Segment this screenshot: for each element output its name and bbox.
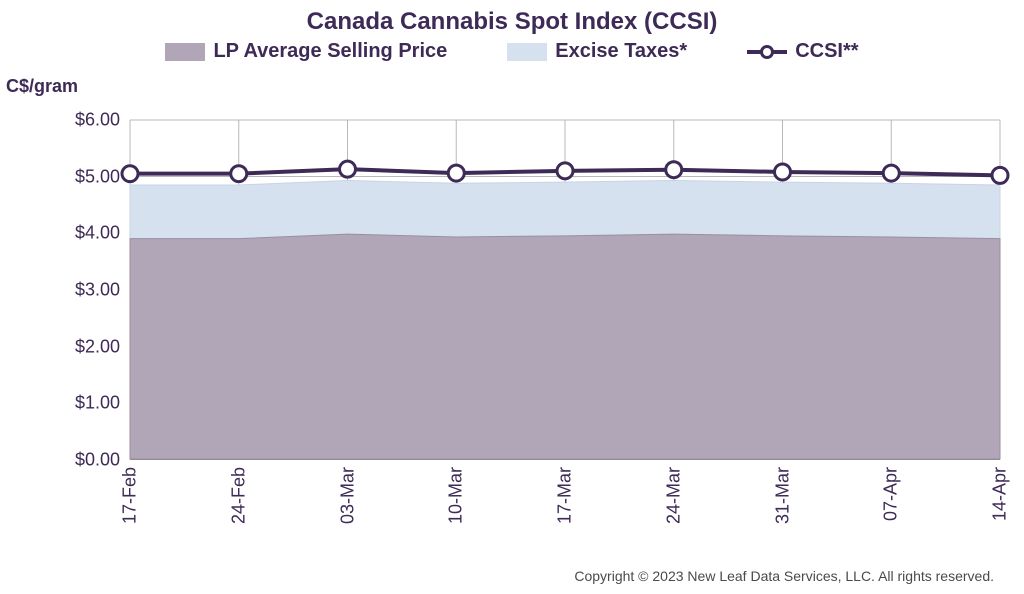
y-axis-label: C$/gram (6, 76, 78, 97)
plot-svg (130, 120, 1000, 459)
legend-swatch-excise (507, 43, 547, 61)
xtick-label: 10-Mar (446, 467, 467, 524)
xtick-label: 07-Apr (881, 467, 902, 521)
xtick-label: 24-Feb (228, 467, 249, 524)
legend-label-ccsi: CCSI** (795, 40, 858, 63)
legend-item-excise: Excise Taxes* (507, 40, 687, 63)
chart-container: Canada Cannabis Spot Index (CCSI) LP Ave… (0, 0, 1024, 594)
ytick-label: $4.00 (75, 223, 120, 244)
xtick-label: 14-Apr (990, 467, 1011, 521)
ytick-label: $0.00 (75, 450, 120, 471)
plot-area: $0.00$1.00$2.00$3.00$4.00$5.00$6.0017-Fe… (130, 120, 1000, 460)
xtick-label: 31-Mar (772, 467, 793, 524)
xtick-label: 24-Mar (663, 467, 684, 524)
ytick-label: $6.00 (75, 110, 120, 131)
chart-title: Canada Cannabis Spot Index (CCSI) (0, 8, 1024, 36)
ytick-label: $5.00 (75, 166, 120, 187)
xtick-label: 17-Feb (120, 467, 141, 524)
copyright-text: Copyright © 2023 New Leaf Data Services,… (574, 568, 994, 584)
xtick-label: 03-Mar (337, 467, 358, 524)
legend-label-lp: LP Average Selling Price (213, 40, 447, 63)
legend-line-ccsi (747, 43, 787, 61)
legend-item-ccsi: CCSI** (747, 40, 858, 63)
legend-label-excise: Excise Taxes* (555, 40, 687, 63)
legend-swatch-lp (165, 43, 205, 61)
ytick-label: $3.00 (75, 280, 120, 301)
ytick-label: $1.00 (75, 393, 120, 414)
legend-item-lp: LP Average Selling Price (165, 40, 447, 63)
xtick-label: 17-Mar (555, 467, 576, 524)
legend: LP Average Selling Price Excise Taxes* C… (0, 40, 1024, 63)
ytick-label: $2.00 (75, 336, 120, 357)
